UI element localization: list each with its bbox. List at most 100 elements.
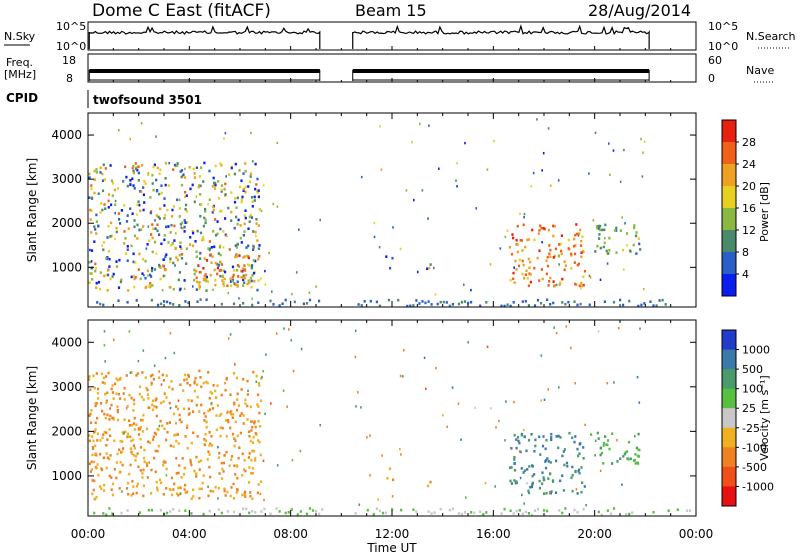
echo-cell: [517, 264, 521, 268]
isolated-echo-cell: [464, 141, 466, 145]
colorbar-swatch: [722, 186, 736, 209]
echo-cell: [132, 184, 135, 187]
echo-cell: [516, 224, 519, 228]
echo-cell: [240, 412, 243, 415]
echo-cell: [548, 244, 551, 247]
echo-cell: [155, 214, 158, 217]
echo-cell: [149, 196, 152, 199]
ground-scatter-cell: [278, 304, 281, 307]
echo-cell: [178, 253, 181, 257]
echo-cell: [88, 378, 91, 381]
isolated-echo-cell: [145, 247, 148, 250]
echo-cell: [198, 285, 202, 288]
echo-cell: [116, 405, 119, 408]
echo-cell: [577, 262, 580, 266]
colorbar-tick-label: -500: [742, 461, 767, 474]
echo-cell: [117, 392, 121, 396]
isolated-echo-cell: [438, 167, 440, 170]
echo-cell: [188, 411, 191, 415]
echo-cell: [153, 240, 157, 244]
echo-cell: [232, 497, 236, 500]
ground-scatter-cell: [159, 302, 163, 306]
ground-scatter-cell: [305, 512, 309, 516]
echo-cell: [99, 452, 102, 456]
echo-cell: [256, 177, 259, 181]
echo-cell: [129, 207, 132, 210]
isolated-echo-cell: [222, 246, 225, 249]
isolated-echo-cell: [641, 175, 644, 178]
echo-cell: [528, 266, 531, 270]
echo-cell: [156, 229, 159, 233]
echo-cell: [233, 269, 236, 272]
echo-cell: [148, 239, 151, 242]
echo-cell: [97, 387, 100, 391]
echo-cell: [163, 427, 166, 431]
echo-cell: [250, 429, 253, 432]
echo-cell: [135, 455, 138, 458]
echo-cell: [237, 275, 240, 278]
echo-cell: [156, 189, 159, 192]
echo-cell: [518, 258, 521, 262]
isolated-echo-cell: [224, 382, 226, 385]
isolated-echo-cell: [504, 235, 507, 239]
echo-cell: [234, 473, 237, 476]
echo-cell: [627, 440, 631, 444]
echo-cell: [538, 229, 541, 232]
isolated-echo-cell: [354, 329, 357, 332]
echo-cell: [202, 474, 205, 477]
echo-cell: [597, 224, 600, 228]
echo-cell: [173, 482, 176, 486]
xaxis-label: Time UT: [366, 541, 417, 554]
echo-cell: [243, 268, 246, 271]
colorbar-swatch: [722, 369, 736, 390]
echo-cell: [90, 197, 94, 200]
echo-cell: [97, 397, 100, 400]
echo-cell: [247, 185, 250, 188]
echo-cell: [231, 265, 235, 269]
echo-cell: [257, 419, 260, 423]
echo-cell: [515, 446, 518, 450]
isolated-echo-cell: [585, 504, 587, 507]
echo-cell: [580, 281, 583, 285]
ground-scatter-cell: [628, 512, 631, 516]
echo-cell: [582, 283, 585, 287]
isolated-echo-cell: [377, 498, 379, 501]
echo-cell: [226, 490, 229, 494]
echo-cell: [234, 439, 237, 442]
echo-cell: [199, 257, 202, 260]
echo-cell: [218, 269, 221, 272]
echo-cell: [235, 246, 238, 249]
echo-cell: [162, 379, 165, 382]
isolated-echo-cell: [570, 346, 572, 350]
isolated-echo-cell: [504, 439, 506, 442]
echo-cell: [115, 226, 118, 230]
echo-cell: [214, 389, 217, 393]
echo-cell: [563, 268, 566, 272]
echo-cell: [174, 247, 177, 250]
isolated-echo-cell: [224, 132, 227, 135]
echo-cell: [212, 205, 215, 209]
echo-cell: [163, 238, 166, 242]
nsky-tick-bottom: 10^0: [56, 40, 86, 53]
xtick-label: 20:00: [577, 527, 612, 541]
echo-cell: [211, 211, 214, 214]
isolated-echo-cell: [518, 450, 521, 453]
echo-cell: [574, 233, 577, 237]
echo-cell: [116, 187, 120, 190]
echo-cell: [512, 236, 515, 240]
echo-cell: [204, 221, 207, 225]
echo-cell: [118, 448, 121, 452]
echo-cell: [559, 479, 562, 483]
isolated-echo-cell: [379, 125, 381, 128]
echo-cell: [207, 371, 210, 374]
echo-cell: [174, 433, 178, 437]
echo-cell: [151, 173, 154, 177]
echo-cell: [212, 176, 215, 180]
echo-cell: [248, 215, 251, 219]
echo-cell: [235, 491, 238, 494]
echo-cell: [109, 164, 112, 167]
echo-cell: [233, 464, 236, 467]
echo-cell: [603, 228, 606, 232]
echo-cell: [580, 255, 583, 259]
echo-cell: [251, 497, 254, 501]
